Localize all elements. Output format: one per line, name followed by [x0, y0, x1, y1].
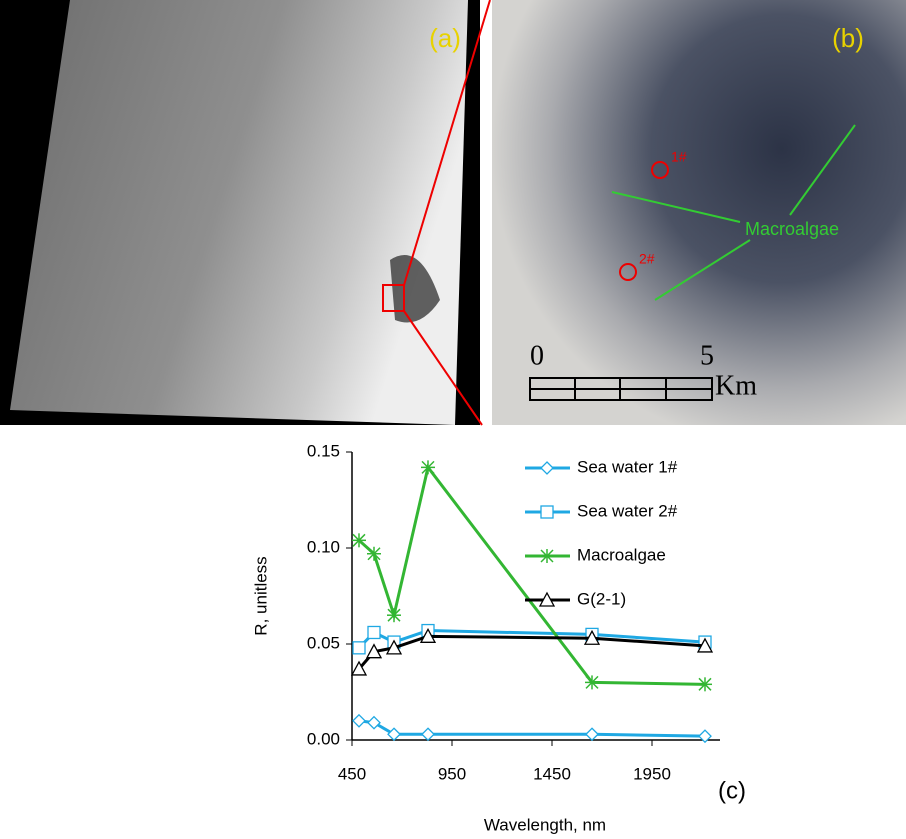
marker — [585, 675, 599, 689]
panel-label: (a) — [429, 23, 461, 53]
scale-label: 0 — [530, 340, 544, 371]
figure: (a) 1# 2# Macroalgae 0 5 Km (b) Waveleng… — [0, 0, 906, 839]
satellite-image — [10, 0, 468, 425]
marker — [353, 642, 365, 654]
series-line — [359, 721, 705, 736]
annotation: Macroalgae — [745, 219, 839, 239]
panel-label: (b) — [832, 23, 864, 53]
x-tick-label: 1950 — [633, 764, 671, 783]
y-tick-label: 0.15 — [307, 441, 340, 460]
marker — [421, 460, 435, 474]
x-tick-label: 1450 — [533, 764, 571, 783]
point-label: 1# — [671, 149, 687, 165]
x-axis-label: Wavelength, nm — [484, 815, 606, 834]
x-tick-label: 950 — [438, 764, 466, 783]
legend-label: Sea water 2# — [577, 501, 678, 520]
y-tick-label: 0.05 — [307, 633, 340, 652]
marker — [698, 677, 712, 691]
marker — [422, 728, 434, 740]
marker — [353, 715, 365, 727]
legend-label: G(2-1) — [577, 589, 626, 608]
scale-unit: Km — [715, 370, 757, 401]
marker — [586, 728, 598, 740]
y-tick-label: 0.10 — [307, 537, 340, 556]
marker — [541, 462, 553, 474]
legend-label: Macroalgae — [577, 545, 666, 564]
marker — [352, 533, 366, 547]
point-label: 2# — [639, 251, 655, 267]
x-tick-label: 450 — [338, 764, 366, 783]
marker — [387, 608, 401, 622]
marker — [388, 728, 400, 740]
series-line — [359, 467, 705, 684]
y-axis-label: R, unitless — [251, 556, 270, 635]
panel-label: (c) — [718, 777, 746, 804]
scale-label: 5 — [700, 340, 714, 371]
marker — [368, 626, 380, 638]
marker — [540, 549, 554, 563]
legend-label: Sea water 1# — [577, 457, 678, 476]
y-tick-label: 0.00 — [307, 729, 340, 748]
series-line — [359, 631, 705, 648]
series-line — [359, 636, 705, 669]
marker — [368, 717, 380, 729]
marker — [541, 506, 553, 518]
marker — [367, 547, 381, 561]
